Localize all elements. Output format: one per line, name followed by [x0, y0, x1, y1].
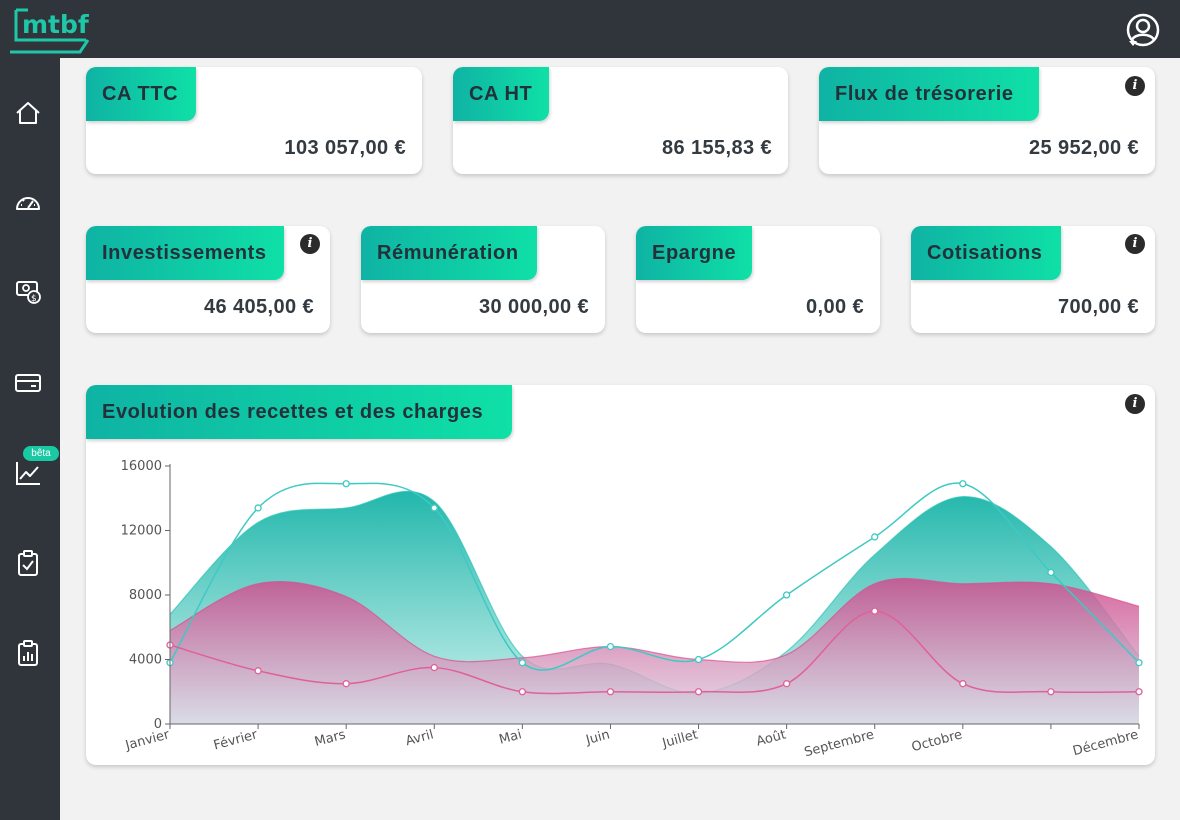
chart-svg: 0 4000 8000 12000 16000 Janvier Février Mars Avr… [121, 459, 1143, 760]
line-series-2-point-4 [518, 659, 527, 667]
sidebar-item-dashboard[interactable] [10, 185, 46, 221]
line-series-3-point-1 [254, 667, 262, 675]
line-series-3-point-3 [430, 663, 438, 672]
x-tick-label-3: Avril [404, 727, 435, 749]
kpi-card-tresorerie: Flux de trésorerie i 25 952,00 € [819, 67, 1155, 174]
line-series-3-point-6 [694, 688, 703, 696]
x-tick-label-9: Octobre [910, 727, 964, 755]
line-series-2-point-3 [430, 504, 438, 512]
kpi-value: 30 000,00 € [478, 296, 589, 318]
area-series-1 [170, 578, 1139, 724]
sidebar: $ [0, 58, 60, 820]
line-series-2 [169, 482, 1140, 671]
line-series-2-point-11 [1135, 659, 1143, 667]
clipboard-chart-icon [18, 640, 38, 666]
kpi-label: Flux de trésorerie [819, 67, 1039, 121]
line-series-3-point-2 [342, 680, 350, 688]
kpi-value: 25 952,00 € [1028, 137, 1139, 159]
line-series-2-point-6 [694, 655, 703, 664]
beta-badge: bêta [23, 446, 59, 461]
line-series-3-point-4 [518, 688, 527, 696]
x-tick-label-1: Février [212, 727, 260, 753]
money-icon: $ [16, 281, 41, 304]
line-series-3-point-10 [1047, 688, 1055, 696]
sidebar-item-reports[interactable] [10, 635, 46, 671]
kpi-label: Cotisations [911, 226, 1061, 280]
line-series-2-point-9 [959, 480, 967, 488]
line-series-2-point-1 [254, 504, 262, 512]
line-series-2-point-7 [782, 591, 791, 599]
sidebar-item-tasks[interactable] [10, 545, 46, 581]
line-series-3-point-5 [606, 688, 615, 696]
x-tick-label-7: Août [755, 727, 788, 749]
kpi-card-ca-ht: CA HT 86 155,83 € [453, 67, 788, 174]
kpi-label: CA HT [453, 67, 549, 121]
x-tick-label-4: Mai [497, 727, 523, 747]
line-series-3-point-11 [1135, 688, 1143, 696]
line-series-2-point-5 [606, 642, 615, 651]
kpi-card-remuneration: Rémunération 30 000,00 € [361, 226, 605, 333]
y-tick-label-0: 0 [154, 717, 162, 732]
line-series-2-point-2 [342, 480, 350, 488]
kpi-value: 0,00 € [805, 296, 864, 318]
sidebar-item-finance[interactable]: $ [10, 273, 46, 309]
line-series-3-point-9 [959, 680, 967, 688]
sidebar-item-payments[interactable] [10, 365, 46, 401]
info-icon[interactable]: i [1125, 76, 1145, 96]
y-tick-label-1: 4000 [129, 653, 162, 668]
area-series-1-edge [169, 577, 1140, 663]
logo-text: mtbf [22, 10, 90, 39]
kpi-value: 46 405,00 € [203, 296, 314, 318]
svg-text:$: $ [31, 294, 37, 304]
y-tick-label-2: 8000 [129, 588, 162, 603]
kpi-card-ca-ttc: CA TTC 103 057,00 € [86, 67, 422, 174]
y-tick-label-3: 12000 [121, 524, 162, 539]
sidebar-item-home[interactable] [10, 95, 46, 131]
line-series-2-point-10 [1047, 568, 1055, 577]
user-profile-icon[interactable] [1124, 12, 1162, 50]
gauge-icon [16, 197, 40, 210]
card-icon [15, 374, 41, 392]
kpi-value: 86 155,83 € [661, 137, 772, 159]
x-tick-label-6: Juillet [660, 727, 700, 751]
info-icon[interactable]: i [1125, 234, 1145, 254]
chart-line-icon [16, 462, 40, 485]
info-icon[interactable]: i [300, 234, 320, 254]
x-tick-label-8: Septembre [803, 727, 876, 760]
kpi-card-epargne: Epargne 0,00 € [636, 226, 880, 333]
top-bar: mtbf [0, 0, 1180, 58]
chart-title: Evolution des recettes et des charges [86, 385, 512, 439]
line-series-2-point-8 [871, 533, 879, 541]
kpi-card-investissements: Investissements i 46 405,00 € [86, 226, 330, 333]
x-tick-label-5: Juin [584, 727, 612, 748]
line-series-3-point-7 [782, 680, 791, 688]
line-series-3-point-8 [871, 607, 879, 615]
y-tick-label-4: 16000 [121, 459, 162, 474]
x-tick-label-11: Décembre [1071, 727, 1140, 759]
kpi-value: 103 057,00 € [284, 137, 406, 159]
x-tick-label-2: Mars [313, 727, 347, 750]
kpi-label: CA TTC [86, 67, 196, 121]
kpi-card-cotisations: Cotisations i 700,00 € [911, 226, 1155, 333]
clipboard-check-icon [18, 550, 38, 576]
info-icon[interactable]: i [1125, 394, 1145, 414]
sidebar-item-analytics[interactable] [10, 455, 46, 491]
x-tick-label-0: Janvier [123, 727, 172, 753]
kpi-label: Epargne [636, 226, 752, 280]
chart-card: 0 4000 8000 12000 16000 Janvier Février Mars Avr… [86, 385, 1155, 765]
home-icon [16, 102, 40, 124]
kpi-label: Investissements [86, 226, 284, 280]
kpi-value: 700,00 € [1057, 296, 1139, 318]
kpi-label: Rémunération [361, 226, 537, 280]
app-logo[interactable]: mtbf [8, 6, 94, 54]
